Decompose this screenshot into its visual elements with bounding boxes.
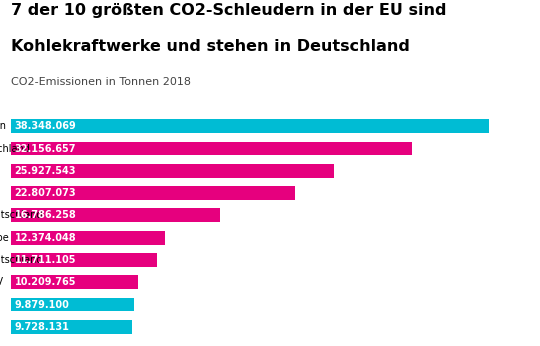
Bar (11, 142, 412, 155)
Text: 7 der 10 größten CO2-Schleudern in der EU sind: 7 der 10 größten CO2-Schleudern in der E… (11, 3, 446, 18)
Bar (11, 275, 138, 289)
Bar (11, 231, 165, 245)
Bar (11, 209, 220, 222)
Bar (11, 186, 295, 200)
Bar (11, 119, 489, 133)
Text: 22.807.073: 22.807.073 (15, 188, 76, 198)
Text: 25.927.543: 25.927.543 (15, 166, 76, 176)
Bar (11, 253, 157, 267)
Text: 11.711.105: 11.711.105 (15, 255, 76, 265)
Text: 32.156.657: 32.156.657 (15, 144, 76, 154)
Text: Kohlekraftwerke und stehen in Deutschland: Kohlekraftwerke und stehen in Deutschlan… (11, 39, 410, 54)
Bar (11, 320, 132, 334)
Text: 9.879.100: 9.879.100 (15, 300, 70, 310)
Bar (11, 164, 334, 178)
Text: CO2-Emissionen in Tonnen 2018: CO2-Emissionen in Tonnen 2018 (11, 77, 191, 87)
Text: 9.728.131: 9.728.131 (15, 322, 70, 332)
Text: 12.374.048: 12.374.048 (15, 233, 76, 243)
Text: 10.209.765: 10.209.765 (15, 277, 76, 287)
Bar (11, 298, 134, 311)
Text: 38.348.069: 38.348.069 (15, 121, 76, 131)
Text: 16.786.258: 16.786.258 (15, 210, 76, 220)
